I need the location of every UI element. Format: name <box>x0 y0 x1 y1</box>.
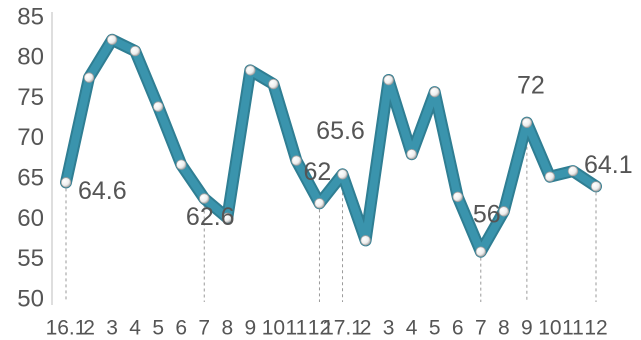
data-point-marker <box>245 65 256 76</box>
data-label: 56 <box>473 200 501 228</box>
data-point-marker <box>291 155 302 166</box>
data-point-marker <box>152 101 164 112</box>
data-point-marker <box>129 45 141 57</box>
data-point-marker <box>199 193 210 204</box>
y-tick-label: 50 <box>17 285 44 312</box>
data-point-marker <box>222 212 233 224</box>
data-point-marker <box>60 177 72 188</box>
x-tick-label: 12 <box>308 317 331 340</box>
data-point-marker <box>590 181 602 192</box>
data-point-marker <box>314 198 325 209</box>
data-point-marker <box>429 86 440 98</box>
series-layer <box>60 33 602 258</box>
data-point-marker <box>83 72 95 83</box>
data-point-marker <box>406 148 417 160</box>
x-tick-label: 5 <box>152 317 164 340</box>
label-layer: 64.6 62.6 62 65.6 56 72 64.1 <box>78 71 633 231</box>
y-tick-label: 85 <box>17 3 44 30</box>
x-tick-label: 4 <box>406 317 418 340</box>
x-tick-label: 10 <box>538 317 561 340</box>
x-tick-label: 8 <box>498 317 510 340</box>
x-tick-label: 12 <box>584 317 607 340</box>
x-tick-label: 9 <box>521 317 533 340</box>
guide-lines <box>65 122 597 302</box>
data-label: 64.6 <box>78 177 127 205</box>
x-tick-label: 3 <box>106 317 118 340</box>
x-tick-label: 2 <box>83 317 95 340</box>
x-tick-label: 9 <box>245 317 257 340</box>
x-tick-label: 5 <box>429 317 441 340</box>
data-point-marker <box>452 191 463 203</box>
data-point-marker <box>106 34 118 45</box>
x-tick-label: 6 <box>452 317 464 340</box>
x-tick-label: 7 <box>198 317 210 340</box>
x-tick-label: 10 <box>262 317 285 340</box>
x-tick-label: 8 <box>221 317 233 340</box>
data-label: 65.6 <box>316 117 365 145</box>
y-tick-label: 60 <box>17 205 44 232</box>
x-tick-label: 11 <box>562 317 584 340</box>
data-label: 72 <box>517 71 545 99</box>
data-label: 62 <box>303 158 331 186</box>
y-tick-label: 70 <box>17 124 44 151</box>
series-line <box>62 35 600 256</box>
x-tick-label: 2 <box>360 317 372 340</box>
data-point-marker <box>176 159 187 170</box>
data-label: 62.6 <box>186 203 235 231</box>
x-tick-label: 3 <box>383 317 395 340</box>
y-tick-label: 80 <box>17 44 44 71</box>
data-point-marker <box>360 235 371 246</box>
x-tick-label: 11 <box>286 317 308 340</box>
data-point-marker <box>475 246 486 257</box>
data-point-marker <box>498 206 510 217</box>
x-tick-label: 4 <box>129 317 141 340</box>
data-point-marker <box>544 171 556 182</box>
data-point-marker <box>268 78 279 90</box>
data-point-marker <box>337 169 348 180</box>
y-tick-label: 75 <box>17 84 44 111</box>
x-tick-label: 16.1 <box>46 317 87 340</box>
data-label: 64.1 <box>584 151 633 179</box>
x-tick-label: 17.1 <box>322 317 363 340</box>
marker-layer <box>60 34 602 257</box>
y-tick-label: 65 <box>17 164 44 191</box>
data-point-marker <box>383 74 394 86</box>
x-tick-label: 6 <box>175 317 187 340</box>
y-tick-label: 55 <box>17 245 44 272</box>
data-point-marker <box>567 165 579 177</box>
data-point-marker <box>521 117 533 128</box>
x-tick-label: 7 <box>475 317 487 340</box>
